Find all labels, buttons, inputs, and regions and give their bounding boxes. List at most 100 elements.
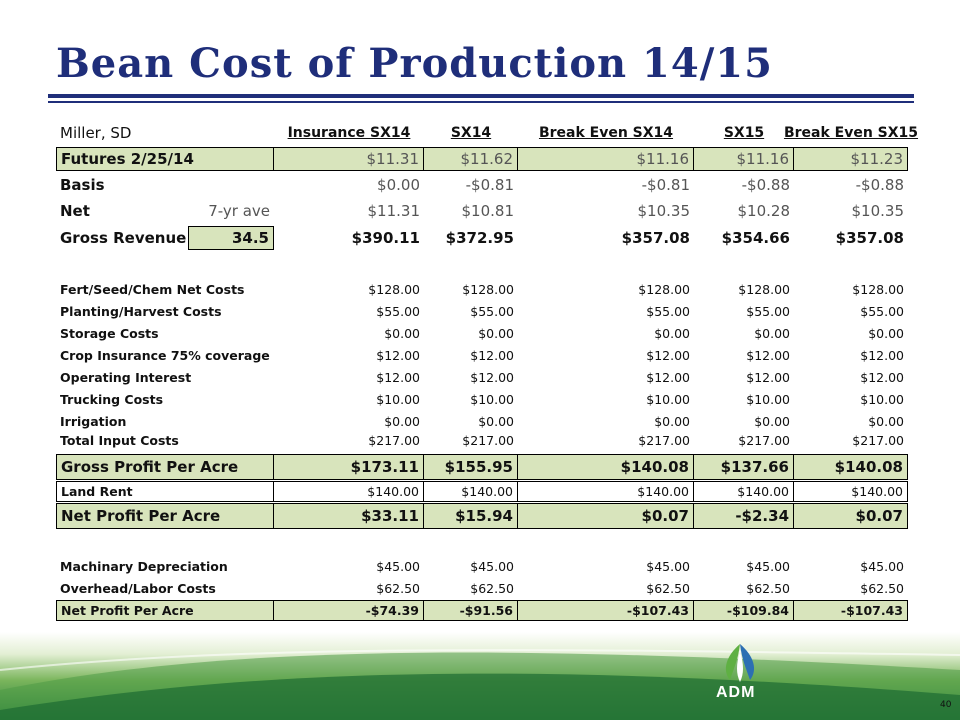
row-label: Machinary Depreciation [60, 559, 228, 574]
cell: $55.00 [376, 304, 420, 319]
cell: $62.50 [860, 581, 904, 596]
row-label: Gross Profit Per Acre [56, 454, 274, 480]
cell: $10.00 [470, 392, 514, 407]
cell: -$107.43 [794, 600, 908, 621]
table-row-futures: Futures 2/25/14 $11.31 $11.62 $11.16 $11… [56, 147, 908, 171]
cell: $10.28 [737, 202, 791, 220]
table-row-irrigation: Irrigation $0.00 $0.00 $0.00 $0.00 $0.00 [56, 411, 908, 432]
table-row-gross-revenue: Gross Revenue 34.5 $390.11 $372.95 $357.… [56, 226, 908, 250]
table-header-row: Miller, SD Insurance SX14 SX14 Break Eve… [56, 122, 919, 144]
yield-value: 34.5 [188, 226, 274, 250]
cell: $11.31 [274, 147, 424, 171]
cell: $140.00 [424, 481, 518, 502]
table-row-fert: Fert/Seed/Chem Net Costs $128.00 $128.00… [56, 279, 908, 300]
cell: $217.00 [462, 433, 514, 448]
cell: $0.07 [794, 503, 908, 529]
cell: $11.16 [518, 147, 694, 171]
cell: -$2.34 [694, 503, 794, 529]
cell: $11.31 [367, 202, 421, 220]
row-label: Net Profit Per Acre [56, 503, 274, 529]
cell: -$107.43 [518, 600, 694, 621]
cell: $140.00 [794, 481, 908, 502]
cell: $140.00 [274, 481, 424, 502]
row-label: Total Input Costs [60, 433, 179, 448]
cell: $217.00 [852, 433, 904, 448]
table-row-overhead: Overhead/Labor Costs $62.50 $62.50 $62.5… [56, 578, 908, 599]
cell: $45.00 [860, 559, 904, 574]
cell: $12.00 [376, 348, 420, 363]
row-label: Irrigation [60, 414, 127, 429]
cell: $0.00 [754, 414, 790, 429]
table-row-net: Net 7-yr ave $11.31 $10.81 $10.35 $10.28… [56, 199, 908, 223]
cell: -$0.81 [465, 176, 514, 194]
cell: $0.00 [377, 176, 420, 194]
cell: $55.00 [470, 304, 514, 319]
cell: $0.00 [654, 326, 690, 341]
cell: $15.94 [424, 503, 518, 529]
cell: $0.07 [518, 503, 694, 529]
cell: -$109.84 [694, 600, 794, 621]
col-header-sx15: SX15 [723, 125, 765, 141]
adm-leaf-logo [725, 644, 755, 682]
row-label: Net [60, 202, 90, 220]
cell: $45.00 [746, 559, 790, 574]
title-underline [48, 94, 914, 98]
table-row-crop-insurance: Crop Insurance 75% coverage $12.00 $12.0… [56, 345, 908, 366]
cell: $10.00 [860, 392, 904, 407]
cell: $128.00 [368, 282, 420, 297]
row-label: Net Profit Per Acre [56, 600, 274, 621]
cell: $12.00 [746, 370, 790, 385]
cell: $0.00 [384, 414, 420, 429]
cell: $62.50 [746, 581, 790, 596]
cell: $10.35 [851, 202, 905, 220]
cell: $0.00 [478, 414, 514, 429]
cell: -$91.56 [424, 600, 518, 621]
cell: $45.00 [646, 559, 690, 574]
cell: $10.00 [646, 392, 690, 407]
cell: $55.00 [860, 304, 904, 319]
cell: $217.00 [368, 433, 420, 448]
cell: $0.00 [384, 326, 420, 341]
cell: $357.08 [835, 229, 904, 247]
row-label: Basis [60, 176, 105, 194]
cell: $10.00 [376, 392, 420, 407]
page-number: 40 [940, 700, 952, 710]
cell: $12.00 [860, 348, 904, 363]
row-label: Fert/Seed/Chem Net Costs [60, 282, 245, 297]
cell: $0.00 [654, 414, 690, 429]
footer-swoosh [0, 649, 960, 720]
cell: $128.00 [738, 282, 790, 297]
cell: $10.81 [461, 202, 515, 220]
cell: $11.62 [424, 147, 518, 171]
cell: $12.00 [470, 348, 514, 363]
cell: $55.00 [646, 304, 690, 319]
col-header-breakeven-sx15: Break Even SX15 [783, 125, 919, 141]
cell: $10.35 [637, 202, 691, 220]
cell: -$0.88 [741, 176, 790, 194]
table-row-net-profit-after-overhead: Net Profit Per Acre -$74.39 -$91.56 -$10… [56, 600, 908, 621]
net-sublabel: 7-yr ave [208, 202, 270, 220]
cell: $140.00 [694, 481, 794, 502]
row-label: Planting/Harvest Costs [60, 304, 222, 319]
cell: $45.00 [376, 559, 420, 574]
cell: $155.95 [424, 454, 518, 480]
cell: $11.16 [694, 147, 794, 171]
location-label: Miller, SD [60, 124, 132, 142]
row-label: Land Rent [56, 481, 274, 502]
cell: $62.50 [470, 581, 514, 596]
row-label: Futures 2/25/14 [56, 147, 274, 171]
adm-logo-text: ADM [716, 684, 756, 701]
cell: $12.00 [376, 370, 420, 385]
title-underline-thin [48, 101, 914, 103]
table-row-total-input: Total Input Costs $217.00 $217.00 $217.0… [56, 430, 908, 451]
cell: $0.00 [754, 326, 790, 341]
row-label: Crop Insurance 75% coverage [60, 348, 270, 363]
cell: $140.08 [518, 454, 694, 480]
table-row-machinery: Machinary Depreciation $45.00 $45.00 $45… [56, 556, 908, 577]
cell: $11.23 [794, 147, 908, 171]
cell: $140.08 [794, 454, 908, 480]
cell: $62.50 [646, 581, 690, 596]
table-row-storage: Storage Costs $0.00 $0.00 $0.00 $0.00 $0… [56, 323, 908, 344]
table-row-gross-profit: Gross Profit Per Acre $173.11 $155.95 $1… [56, 454, 908, 480]
cell: $0.00 [868, 414, 904, 429]
